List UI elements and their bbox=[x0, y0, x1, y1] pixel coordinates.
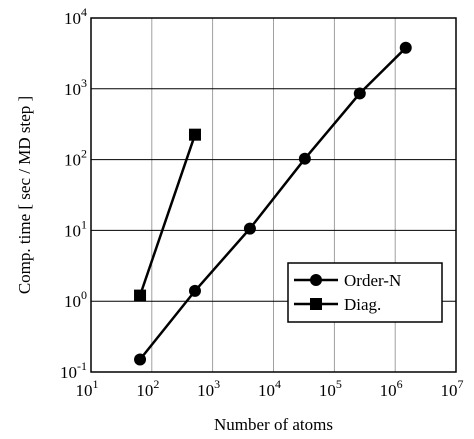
data-point-order-n bbox=[354, 87, 366, 99]
legend: Order-N Diag. bbox=[288, 263, 442, 322]
y-axis-label: Comp. time [ sec / MD step ] bbox=[15, 96, 34, 294]
data-point-diag bbox=[189, 129, 201, 141]
legend-label: Order-N bbox=[344, 271, 401, 290]
data-point-diag bbox=[134, 290, 146, 302]
legend-marker bbox=[310, 274, 322, 286]
legend-marker bbox=[310, 298, 322, 310]
data-point-order-n bbox=[400, 42, 412, 54]
data-point-order-n bbox=[189, 285, 201, 297]
legend-label: Diag. bbox=[344, 295, 381, 314]
data-point-order-n bbox=[134, 354, 146, 366]
x-axis-label: Number of atoms bbox=[214, 415, 333, 434]
data-point-order-n bbox=[299, 153, 311, 165]
data-point-order-n bbox=[244, 223, 256, 235]
